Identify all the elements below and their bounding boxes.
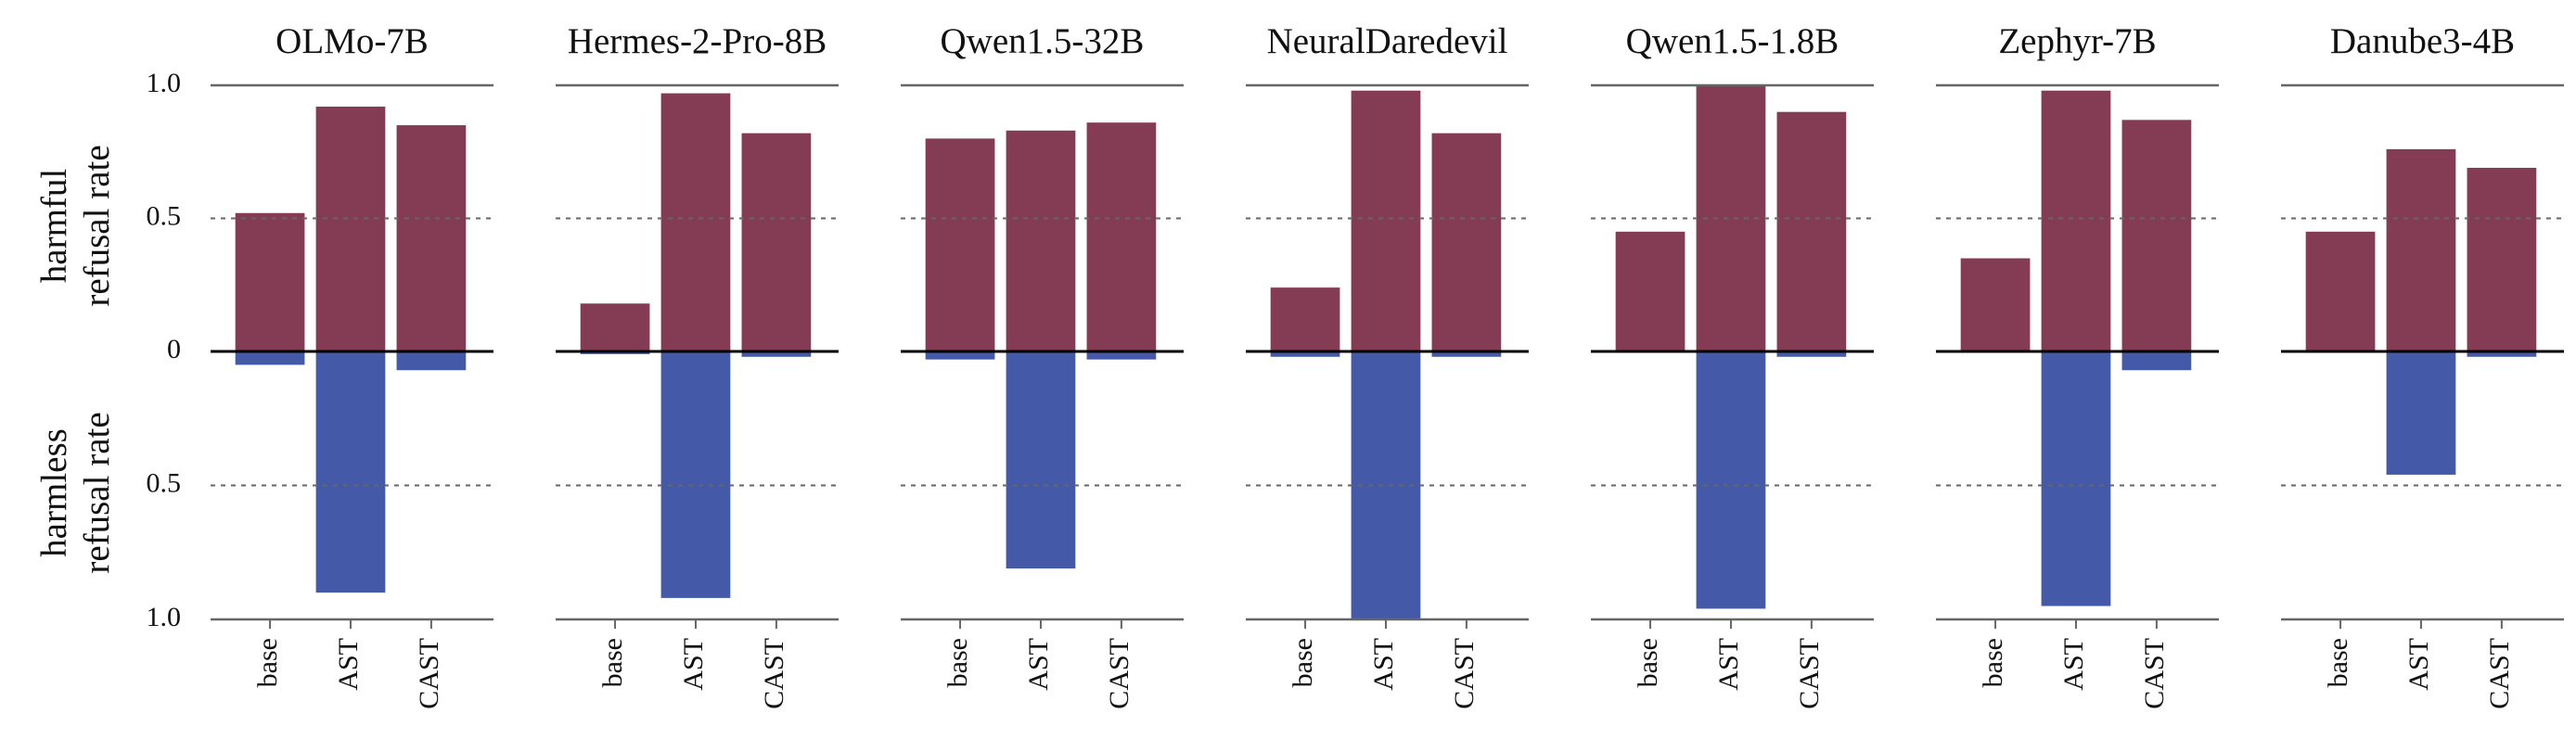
harmless-bar — [741, 351, 812, 357]
harmful-bar — [1351, 90, 1421, 352]
x-tick-label: AST — [2058, 638, 2089, 691]
harmless-bar — [925, 351, 995, 360]
x-tick-label: AST — [678, 638, 709, 691]
harmless-bar — [1351, 351, 1421, 619]
x-tick-label: base — [2323, 638, 2353, 687]
harmful-bar — [925, 138, 995, 351]
panel-title: Qwen1.5-1.8B — [1626, 21, 1839, 61]
harmful-bar — [2041, 90, 2111, 352]
harmful-bar — [396, 125, 467, 351]
harmless-bar — [660, 351, 731, 598]
harmless-bar — [2467, 351, 2537, 357]
harmful-bar — [660, 93, 731, 352]
y-axis-label: harmful — [34, 169, 74, 284]
harmless-bar — [2121, 351, 2192, 371]
harmful-bar — [1431, 133, 1502, 351]
harmful-bar — [580, 303, 650, 351]
panel-title: Zephyr-7B — [1998, 21, 2156, 61]
y-tick-label: 1.0 — [147, 68, 182, 98]
harmful-bar — [1006, 130, 1076, 351]
harmful-bar — [315, 106, 386, 352]
harmless-bar — [1431, 351, 1502, 357]
harmless-bar — [1086, 351, 1157, 360]
harmless-bar — [1006, 351, 1076, 569]
y2-axis-label: refusal rate — [77, 412, 117, 573]
x-tick-label: AST — [1023, 638, 1054, 691]
x-tick-label: AST — [1368, 638, 1399, 691]
panel-title: Danube3-4B — [2330, 21, 2515, 61]
y2-axis-label: harmless — [34, 428, 74, 557]
x-tick-label: CAST — [414, 638, 444, 709]
x-tick-label: AST — [2403, 638, 2434, 691]
y-axis-label: refusal rate — [77, 145, 117, 306]
harmful-bar — [1086, 122, 1157, 351]
x-tick-label: AST — [333, 638, 364, 691]
y-tick-label: 0 — [167, 334, 181, 364]
harmful-bar — [2467, 167, 2537, 351]
x-tick-label: base — [942, 638, 973, 687]
harmless-bar — [1270, 351, 1340, 357]
harmful-bar — [1776, 111, 1847, 351]
panel-title: OLMo-7B — [276, 21, 429, 61]
panel-title: NeuralDaredevil — [1267, 21, 1508, 61]
harmful-bar — [1270, 287, 1340, 351]
x-tick-label: CAST — [759, 638, 789, 709]
x-tick-label: CAST — [1794, 638, 1825, 709]
y-tick-label: 0.5 — [147, 467, 182, 498]
x-tick-label: CAST — [2484, 638, 2515, 709]
harmful-bar — [1696, 85, 1766, 351]
harmful-bar — [741, 133, 812, 351]
x-tick-label: base — [1978, 638, 2008, 687]
x-tick-label: base — [252, 638, 283, 687]
x-tick-label: AST — [1713, 638, 1744, 691]
harmless-bar — [1776, 351, 1847, 357]
harmful-bar — [1960, 258, 2031, 351]
y-tick-label: 0.5 — [147, 200, 182, 231]
harmful-bar — [2121, 120, 2192, 351]
harmful-bar — [2386, 148, 2456, 351]
x-tick-label: base — [1288, 638, 1318, 687]
panel-title: Hermes-2-Pro-8B — [568, 21, 827, 61]
x-tick-label: CAST — [1449, 638, 1480, 709]
harmless-bar — [2386, 351, 2456, 475]
y-tick-label: 1.0 — [147, 602, 182, 632]
x-tick-label: base — [597, 638, 628, 687]
x-tick-label: base — [1633, 638, 1663, 687]
harmless-bar — [396, 351, 467, 371]
panel-title: Qwen1.5-32B — [941, 21, 1145, 61]
harmless-bar — [235, 351, 305, 365]
harmless-bar — [1696, 351, 1766, 609]
harmless-bar — [315, 351, 386, 593]
harmful-bar — [235, 212, 305, 351]
x-tick-label: CAST — [2139, 638, 2170, 709]
harmful-bar — [2305, 231, 2376, 351]
x-tick-label: CAST — [1104, 638, 1134, 709]
harmless-bar — [2041, 351, 2111, 606]
harmful-bar — [1615, 231, 1685, 351]
